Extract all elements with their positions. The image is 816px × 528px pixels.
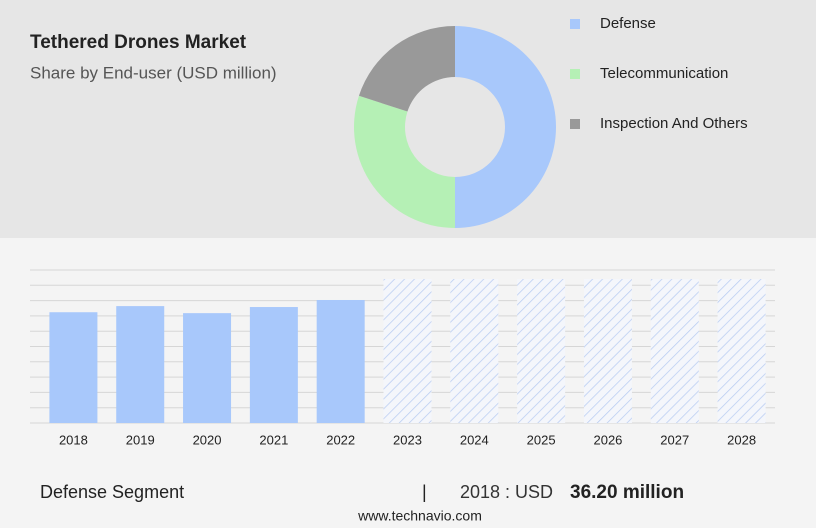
bar — [183, 313, 232, 423]
forecast-placeholder — [517, 279, 566, 423]
forecast-placeholder — [583, 279, 632, 423]
year-label: 2018 : USD — [460, 482, 553, 502]
x-tick-label: 2022 — [326, 432, 355, 447]
forecast-placeholder — [450, 279, 499, 423]
forecast-placeholder — [383, 279, 432, 423]
segment-value: 36.20 million — [570, 482, 684, 503]
legend-label: Inspection And Others — [600, 115, 748, 132]
legend-swatch — [570, 19, 580, 29]
x-tick-label: 2025 — [527, 432, 556, 447]
x-tick-label: 2023 — [393, 432, 422, 447]
x-tick-label: 2019 — [126, 432, 155, 447]
segment-label: Defense Segment — [40, 482, 184, 502]
separator: | — [422, 482, 427, 502]
chart-subtitle: Share by End-user (USD million) — [30, 63, 277, 82]
x-tick-label: 2024 — [460, 432, 489, 447]
source: www.technavio.com — [357, 508, 482, 524]
chart-title: Tethered Drones Market — [30, 32, 247, 53]
x-tick-label: 2027 — [660, 432, 689, 447]
legend-label: Defense — [600, 15, 656, 32]
donut-slice — [455, 26, 556, 228]
legend-swatch — [570, 119, 580, 129]
x-tick-label: 2020 — [193, 432, 222, 447]
x-tick-label: 2026 — [593, 432, 622, 447]
x-tick-label: 2021 — [259, 432, 288, 447]
forecast-placeholder — [650, 279, 699, 423]
bar — [49, 312, 98, 423]
bar — [249, 307, 298, 423]
donut-slice — [358, 26, 455, 112]
donut-slice — [354, 95, 455, 229]
forecast-placeholder — [717, 279, 766, 423]
x-tick-label: 2028 — [727, 432, 756, 447]
x-tick-label: 2018 — [59, 432, 88, 447]
legend-swatch — [570, 69, 580, 79]
bar — [116, 306, 165, 423]
legend-label: Telecommunication — [600, 65, 728, 82]
bar — [316, 299, 365, 423]
